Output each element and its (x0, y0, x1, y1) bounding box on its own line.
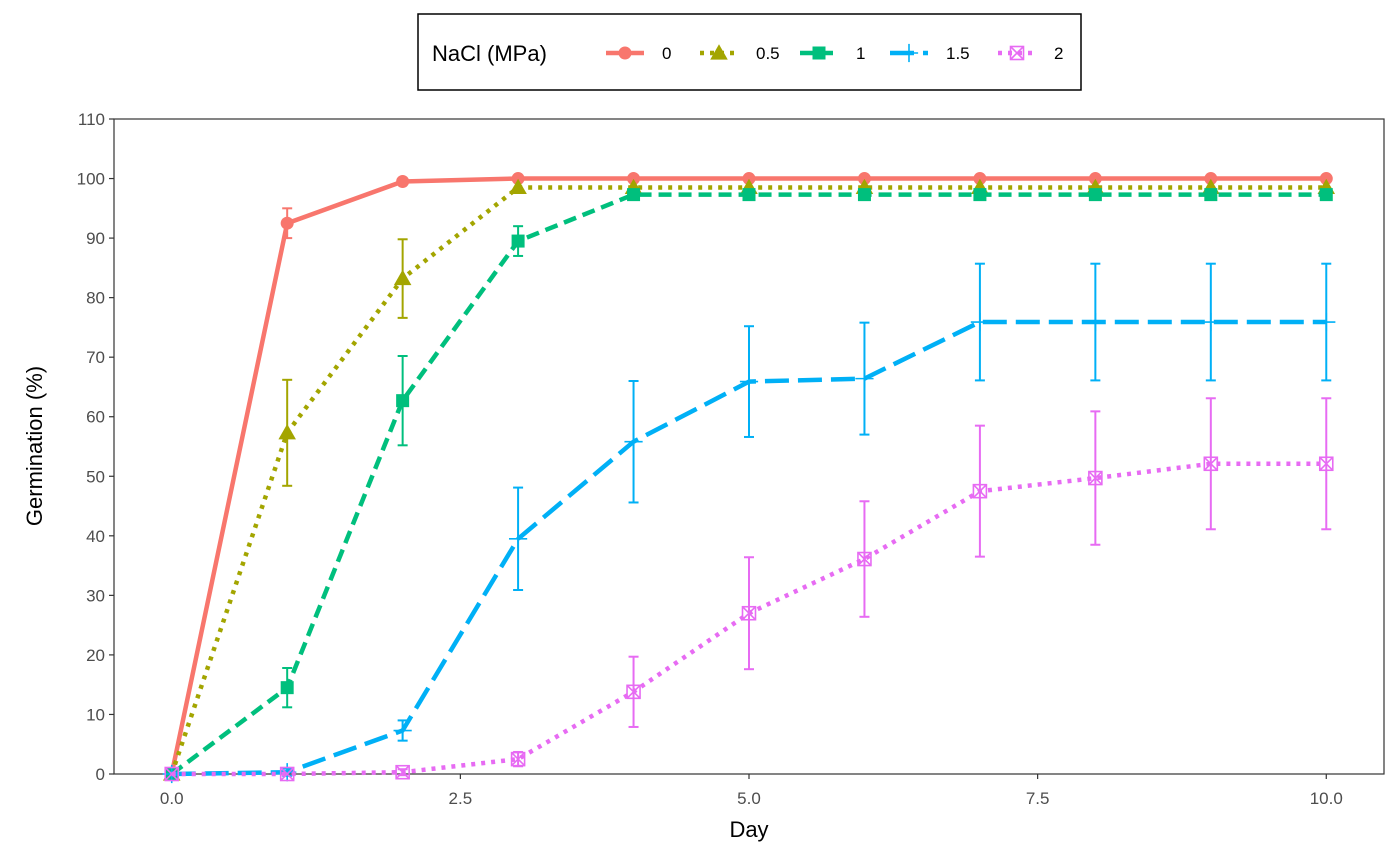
data-point (279, 766, 295, 782)
legend-item-0.5: 0.5 (700, 44, 780, 63)
data-point (855, 369, 874, 388)
y-tick-label: 90 (86, 229, 105, 248)
data-point (1088, 470, 1103, 486)
y-tick-label: 110 (78, 110, 105, 129)
data-point (280, 216, 294, 230)
data-point (510, 751, 526, 767)
series-line (169, 176, 1327, 775)
y-tick-label: 100 (77, 170, 105, 189)
series-line (169, 185, 1327, 775)
data-point (393, 269, 412, 286)
data-point (1203, 456, 1219, 472)
data-point (1319, 172, 1333, 186)
legend-item-0: 0 (606, 44, 671, 63)
legend-label: 0 (662, 44, 671, 63)
legend-item-2: 2 (998, 44, 1063, 63)
data-point (1088, 172, 1102, 186)
y-tick-label: 10 (86, 705, 105, 724)
series-1.5 (162, 262, 1336, 784)
x-tick-label: 10.0 (1310, 789, 1343, 808)
y-tick-label: 40 (86, 527, 105, 546)
legend-marker (618, 46, 632, 60)
legend-marker (710, 44, 728, 60)
y-tick-label: 50 (86, 467, 105, 486)
legend-items: 0 0.5 1 1.5 2 (606, 43, 1063, 63)
data-point (278, 424, 296, 440)
legend-item-1: 1 (800, 44, 865, 63)
legend-box (417, 13, 1082, 91)
data-point (1317, 312, 1336, 332)
y-tick-label: 60 (86, 408, 105, 427)
data-point (509, 178, 527, 195)
y-tick-label: 0 (96, 765, 105, 784)
series-1 (165, 188, 1333, 781)
data-point (396, 175, 410, 189)
legend-label: 0.5 (756, 44, 780, 63)
legend-item-1.5: 1.5 (890, 43, 970, 63)
legend-title: NaCl (MPa) (432, 41, 547, 66)
series-line (170, 192, 1327, 776)
x-tick-label: 5.0 (737, 789, 761, 808)
series-0 (165, 172, 1333, 781)
data-point (973, 188, 987, 202)
data-point (395, 764, 410, 780)
legend-label: 1.5 (946, 44, 970, 63)
x-tick-label: 2.5 (449, 789, 473, 808)
axes: 0 10 20 30 40 50 60 70 80 90 100 110 0.0 2.5 5.0 7.5 10.… (77, 110, 1343, 808)
data-point (627, 172, 641, 186)
legend-marker (812, 46, 826, 60)
data-point (393, 721, 412, 740)
legend-label: 2 (1054, 44, 1063, 63)
data-point (1318, 456, 1334, 472)
data-point (1204, 172, 1218, 186)
data-point (972, 483, 988, 499)
data-point (742, 172, 756, 186)
data-point (280, 681, 294, 695)
data-point (626, 684, 641, 700)
data-point (973, 172, 987, 186)
data-point (1086, 312, 1105, 332)
data-point (1204, 188, 1218, 202)
y-tick-label: 70 (86, 348, 105, 367)
data-point (396, 394, 410, 408)
series-layer (162, 172, 1336, 784)
legend-marker (899, 43, 919, 63)
legend: NaCl (MPa) 0 0.5 1 1.5 2 (417, 13, 1082, 91)
data-point (511, 234, 525, 248)
y-tick-label: 20 (86, 646, 105, 665)
x-tick-label: 7.5 (1026, 789, 1050, 808)
data-point (857, 551, 872, 567)
y-axis-title: Germination (%) (22, 366, 47, 526)
legend-label: 1 (856, 44, 865, 63)
data-point (739, 372, 759, 391)
data-point (741, 605, 757, 621)
data-point (624, 432, 643, 451)
data-point (508, 529, 528, 548)
series-2 (164, 397, 1334, 782)
y-tick-label: 80 (86, 289, 105, 308)
data-point (857, 172, 871, 186)
data-point (511, 172, 525, 186)
data-point (627, 188, 641, 202)
data-point (970, 312, 990, 332)
data-point (857, 188, 871, 202)
data-point (164, 766, 180, 782)
data-point (742, 188, 756, 202)
legend-marker (1009, 45, 1025, 61)
x-tick-label: 0.0 (160, 789, 184, 808)
data-point (1201, 312, 1220, 332)
y-tick-label: 30 (86, 586, 105, 605)
data-point (1319, 188, 1333, 202)
data-point (1088, 188, 1102, 202)
series-0.5 (162, 178, 1336, 781)
x-axis-title: Day (729, 817, 768, 842)
